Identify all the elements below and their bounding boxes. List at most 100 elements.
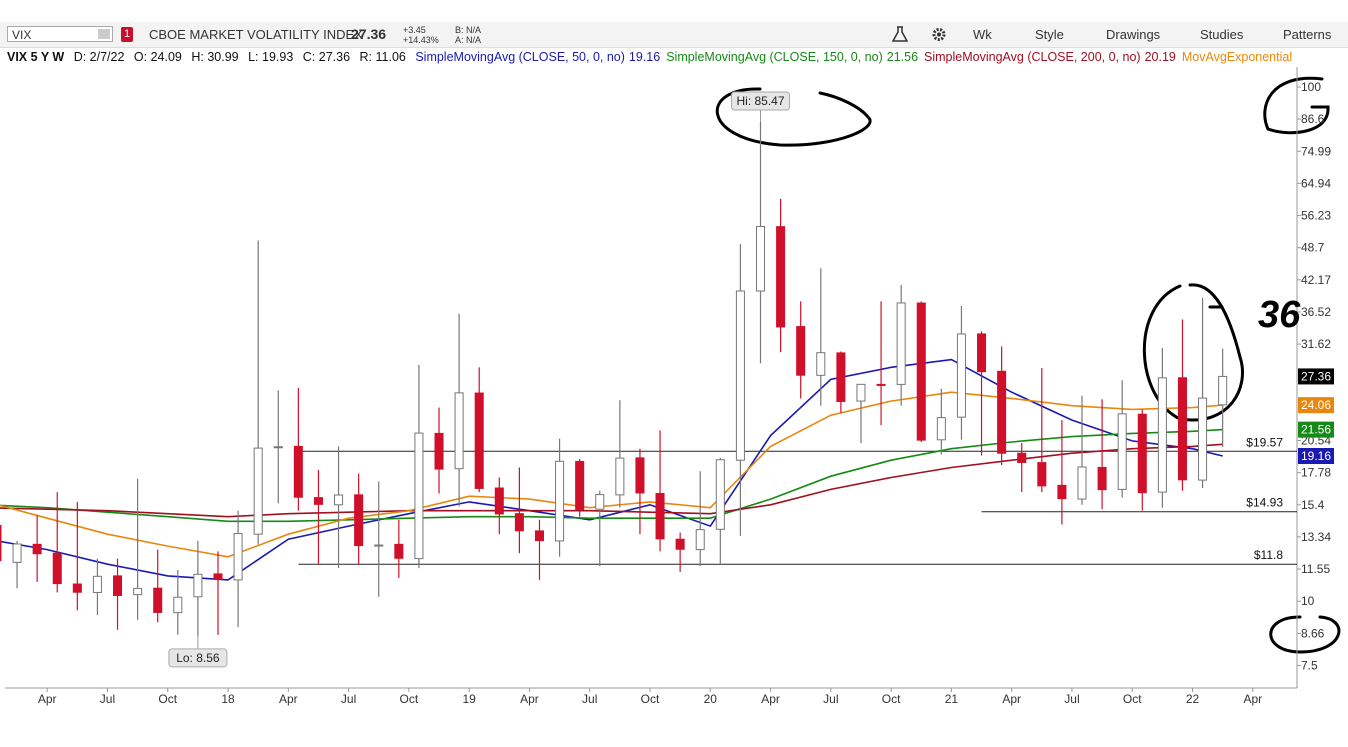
candle-body (1157, 377, 1167, 493)
y-tick-label: 10 (1301, 594, 1315, 608)
candle-body (876, 383, 886, 386)
candle-body (615, 457, 625, 496)
candle-body (997, 370, 1007, 454)
candle-body (1117, 413, 1127, 490)
candle-body (193, 573, 203, 598)
toolbar: VIX 1 CBOE MARKET VOLATILITY INDEX 27.36… (0, 22, 1348, 48)
y-tick-label: 8.66 (1301, 626, 1325, 640)
change-pct: +14.43% (403, 35, 439, 45)
price-badge-label: 24.06 (1301, 398, 1331, 412)
gear-icon[interactable] (930, 26, 948, 43)
candle-body (113, 575, 123, 596)
candle-body (494, 487, 504, 515)
candle-body (32, 543, 42, 555)
x-tick-label: 18 (221, 692, 235, 706)
candle-body (595, 494, 605, 510)
alert-badge[interactable]: 1 (121, 27, 133, 42)
x-tick-label: Oct (882, 692, 901, 706)
y-tick-label: 56.23 (1301, 209, 1331, 223)
candle-body (273, 446, 283, 449)
button-period[interactable]: Wk (973, 27, 992, 42)
x-tick-label: 19 (462, 692, 476, 706)
candle-body (936, 417, 946, 441)
level-label: $11.8 (1254, 548, 1283, 562)
study-name[interactable]: SimpleMovingAvg (CLOSE, 50, 0, no) (415, 50, 625, 64)
y-tick-label: 31.62 (1301, 337, 1331, 351)
flask-icon[interactable] (891, 26, 909, 43)
button-studies[interactable]: Studies (1200, 27, 1244, 42)
y-tick-label: 48.7 (1301, 241, 1325, 255)
candle-body (695, 529, 705, 551)
level-label: $19.57 (1246, 435, 1283, 449)
candle-body (0, 524, 2, 562)
price-badge (1298, 397, 1334, 414)
symbol-input[interactable]: VIX (7, 26, 113, 42)
bar-close: C: 27.36 (302, 50, 351, 64)
candle-body (92, 575, 102, 593)
handwritten-note: 36 (1258, 294, 1301, 336)
x-tick-label: Oct (1123, 692, 1142, 706)
y-tick-label: 86.6 (1301, 112, 1325, 126)
y-tick-label: 17.78 (1301, 466, 1331, 480)
candle-body (374, 544, 384, 547)
candle-body (836, 352, 846, 402)
button-style[interactable]: Style (1035, 27, 1064, 42)
candle-body (916, 302, 926, 441)
chart: 100 86.6 74.99 64.94 56.23 48.7 42.17 36.52 31.6… (0, 67, 1341, 706)
ask: A: N/A (455, 35, 482, 45)
candle-body (776, 226, 786, 328)
handwritten-marks (715, 76, 1341, 654)
annotation-box (731, 91, 791, 111)
dropdown-arrow[interactable] (98, 29, 110, 39)
annotation-label: Lo: 8.56 (176, 651, 220, 665)
y-tick-label: 74.99 (1301, 144, 1331, 158)
candle-body (253, 447, 263, 535)
x-tick-label: Apr (1002, 692, 1021, 706)
x-tick-label: Apr (520, 692, 539, 706)
study-name[interactable]: SimpleMovingAvg (CLOSE, 150, 0, no) (666, 50, 883, 64)
candle-body (856, 383, 866, 402)
y-tick-label: 42.17 (1301, 273, 1331, 287)
y-tick-label: 100 (1301, 80, 1321, 94)
candle-body (334, 494, 344, 506)
candle-body (655, 492, 665, 540)
x-tick-label: 20 (704, 692, 718, 706)
y-tick-label: 7.5 (1301, 658, 1318, 672)
candle-body (213, 573, 223, 580)
bar-date: D: 2/7/22 (73, 50, 125, 64)
y-tick-label: 13.34 (1301, 530, 1331, 544)
level-label: $14.93 (1246, 496, 1283, 510)
candle-body (133, 587, 143, 596)
study-value: 21.56 (886, 50, 919, 64)
study-name[interactable]: SimpleMovingAvg (CLOSE, 200, 0, no) (924, 50, 1141, 64)
button-patterns[interactable]: Patterns (1283, 27, 1332, 42)
description: CBOE MARKET VOLATILITY INDEX (149, 27, 363, 42)
x-tick-label: Jul (100, 692, 115, 706)
button-drawings[interactable]: Drawings (1106, 27, 1161, 42)
x-tick-label: Apr (761, 692, 780, 706)
x-tick-label: 22 (1186, 692, 1200, 706)
x-tick-label: Jul (823, 692, 838, 706)
x-tick-label: Jul (1064, 692, 1079, 706)
study-name[interactable]: MovAvgExponential (CLOSE,... (1181, 50, 1295, 64)
annotation-box (168, 648, 228, 668)
candle-body (1198, 397, 1208, 481)
symbol: VIX (12, 28, 32, 42)
candle-body (555, 460, 565, 542)
x-tick-label: Jul (341, 692, 356, 706)
hand-circle (715, 87, 872, 147)
legend-row: VIX 5 Y W D: 2/7/22 O: 24.09 H: 30.99 L:… (0, 47, 1295, 67)
candle-body (233, 533, 243, 581)
candle-body (1057, 484, 1067, 500)
x-tick-label: Apr (279, 692, 298, 706)
studies-legend: SimpleMovingAvg (CLOSE, 50, 0, no) 19.16 S… (415, 50, 1295, 64)
study-value: 20.19 (1144, 50, 1176, 64)
candle-body (1097, 466, 1107, 491)
candle-body (796, 326, 806, 376)
change: +3.45 (403, 25, 426, 35)
y-tick-label: 15.4 (1301, 498, 1325, 512)
candle-body (52, 552, 62, 585)
hand-circle (1263, 76, 1330, 135)
price-badge-label: 21.56 (1301, 423, 1331, 437)
y-tick-label: 11.55 (1301, 562, 1330, 576)
